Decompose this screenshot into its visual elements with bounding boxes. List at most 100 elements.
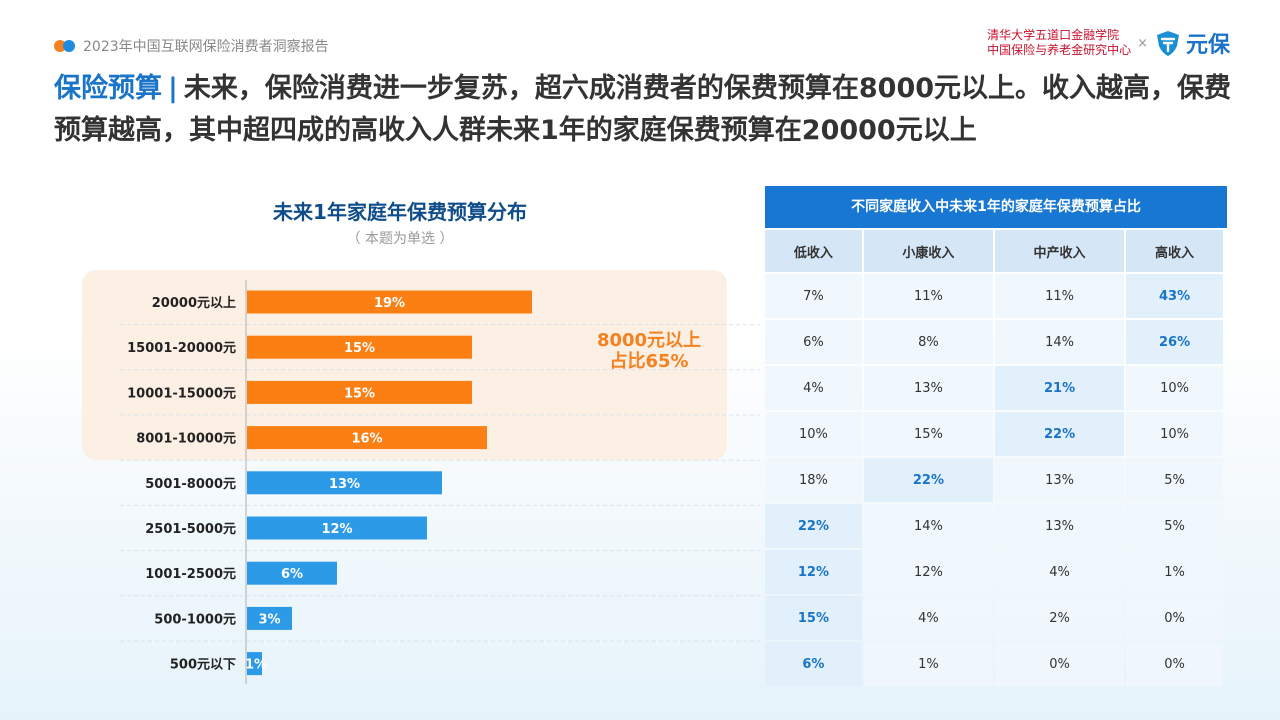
- table-cell: 13%: [994, 458, 1125, 502]
- table-cell: 1%: [1126, 550, 1223, 594]
- partner-logos: 清华大学五道口金融学院 中国保险与养老金研究中心 × 元保: [987, 27, 1230, 59]
- table-cell: 4%: [994, 550, 1125, 594]
- data-label: 12%: [321, 522, 352, 537]
- bar: [247, 516, 427, 540]
- table-cell: 22%: [994, 412, 1125, 456]
- column-header: 中产收入: [994, 230, 1125, 272]
- table-title: 不同家庭收入中未来1年的家庭年保费预算占比: [765, 186, 1227, 228]
- table-cell: 22%: [765, 504, 862, 548]
- table-cell: 4%: [765, 366, 862, 410]
- data-label: 1%: [245, 658, 267, 673]
- bar: [247, 606, 292, 630]
- table-cell: 4%: [863, 596, 993, 640]
- bar: [247, 335, 472, 359]
- bar: [247, 471, 442, 495]
- category-label: 500元以下: [170, 658, 236, 673]
- table-cell: 8%: [863, 320, 993, 364]
- table-cell: 5%: [1126, 458, 1223, 502]
- table-row: 12% 12% 4% 1%: [765, 550, 1223, 594]
- table-cell: 14%: [994, 320, 1125, 364]
- table-cell: 15%: [765, 596, 862, 640]
- chart-subtitle: （ 本题为单选 ）: [346, 231, 454, 247]
- category-label: 5001-8000元: [145, 477, 236, 492]
- table-cell: 1%: [863, 642, 993, 686]
- bar: [247, 426, 487, 450]
- table-cell: 14%: [863, 504, 993, 548]
- income-budget-table: 低收入 小康收入 中产收入 高收入 7% 11% 11% 43% 6% 8% 14% 26% 4…: [763, 228, 1225, 688]
- table-row: 6% 1% 0% 0%: [765, 642, 1223, 686]
- headline-text: 未来，保险消费进一步复苏，超六成消费者的保费预算在8000元以上。收入越高，保费…: [54, 73, 1232, 146]
- table-row: 10% 15% 22% 10%: [765, 412, 1223, 456]
- category-label: 2501-5000元: [145, 522, 236, 537]
- table-cell: 26%: [1126, 320, 1223, 364]
- shield-logo-icon: [1156, 31, 1179, 56]
- report-header: 2023年中国互联网保险消费者洞察报告: [54, 36, 329, 56]
- bar: [247, 290, 532, 314]
- data-label: 13%: [329, 477, 360, 492]
- partner-institution: 清华大学五道口金融学院 中国保险与养老金研究中心: [987, 28, 1131, 58]
- table-cell: 7%: [765, 274, 862, 318]
- table-cell: 0%: [1126, 642, 1223, 686]
- table-cell: 13%: [863, 366, 993, 410]
- partner-line-2: 中国保险与养老金研究中心: [987, 43, 1132, 57]
- brand-name: 元保: [1185, 33, 1230, 58]
- data-label: 15%: [344, 341, 375, 356]
- column-header: 低收入: [765, 230, 862, 272]
- table-cell: 43%: [1126, 274, 1223, 318]
- partner-line-1: 清华大学五道口金融学院: [987, 28, 1120, 42]
- column-header: 高收入: [1126, 230, 1223, 272]
- times-icon: ×: [1137, 35, 1148, 51]
- table-cell: 6%: [765, 642, 862, 686]
- data-label: 15%: [344, 386, 375, 401]
- blue-dot-icon: [63, 40, 75, 52]
- category-label: 8001-10000元: [136, 432, 236, 447]
- category-label: 10001-15000元: [127, 386, 236, 401]
- callout-line-1: 8000元以上: [596, 330, 702, 351]
- callout: 8000元以上 占比65%: [594, 330, 704, 372]
- table-cell: 18%: [765, 458, 862, 502]
- table-row: 6% 8% 14% 26%: [765, 320, 1223, 364]
- category-label: 20000元以上: [152, 296, 236, 311]
- headline-separator: |: [168, 73, 178, 104]
- table-cell: 22%: [863, 458, 993, 502]
- callout-line-2: 占比65%: [609, 351, 689, 372]
- table-row: 7% 11% 11% 43%: [765, 274, 1223, 318]
- table-cell: 11%: [994, 274, 1125, 318]
- table-cell: 13%: [994, 504, 1125, 548]
- column-header: 小康收入: [863, 230, 993, 272]
- income-table: 不同家庭收入中未来1年的家庭年保费预算占比 低收入 小康收入 中产收入 高收入 …: [765, 186, 1227, 688]
- table-cell: 10%: [1126, 366, 1223, 410]
- table-cell: 11%: [863, 274, 993, 318]
- headline: 保险预算 | 未来，保险消费进一步复苏，超六成消费者的保费预算在8000元以上。收入…: [54, 68, 1234, 152]
- table-cell: 5%: [1126, 504, 1223, 548]
- data-label: 16%: [351, 432, 382, 447]
- table-row: 22% 14% 13% 5%: [765, 504, 1223, 548]
- category-label: 500-1000元: [154, 612, 236, 627]
- bar: [247, 561, 337, 585]
- bar: [247, 380, 472, 404]
- table-cell: 10%: [765, 412, 862, 456]
- data-label: 3%: [258, 612, 280, 627]
- chart-title: 未来1年家庭年保费预算分布: [273, 200, 527, 224]
- brand-logo: 元保: [1154, 27, 1230, 59]
- table-row: 15% 4% 2% 0%: [765, 596, 1223, 640]
- table-cell: 0%: [1126, 596, 1223, 640]
- data-label: 19%: [374, 296, 405, 311]
- table-header-row: 低收入 小康收入 中产收入 高收入: [765, 230, 1223, 272]
- table-cell: 12%: [765, 550, 862, 594]
- headline-topic: 保险预算: [54, 73, 162, 104]
- table-cell: 15%: [863, 412, 993, 456]
- table-row: 4% 13% 21% 10%: [765, 366, 1223, 410]
- table-cell: 10%: [1126, 412, 1223, 456]
- table-cell: 21%: [994, 366, 1125, 410]
- category-label: 1001-2500元: [145, 567, 236, 582]
- table-cell: 12%: [863, 550, 993, 594]
- category-label: 15001-20000元: [127, 341, 236, 356]
- table-cell: 6%: [765, 320, 862, 364]
- bar: [247, 652, 262, 676]
- report-name: 2023年中国互联网保险消费者洞察报告: [83, 39, 329, 55]
- table-cell: 0%: [994, 642, 1125, 686]
- table-cell: 2%: [994, 596, 1125, 640]
- table-row: 18% 22% 13% 5%: [765, 458, 1223, 502]
